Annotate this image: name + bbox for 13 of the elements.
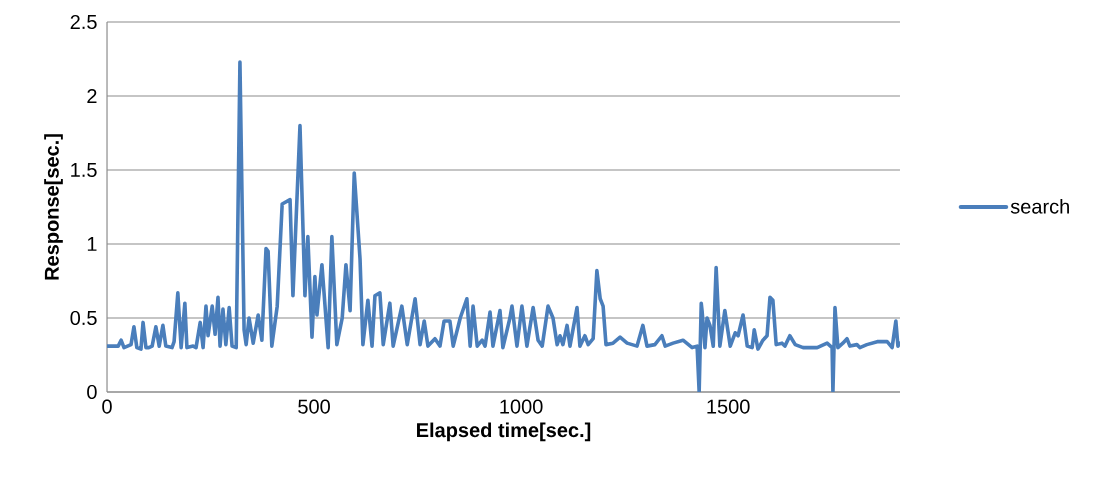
x-tick-label: 500	[298, 399, 330, 414]
y-tick-label: 1.5	[71, 163, 97, 177]
y-axis-title: Response[sec.]	[44, 134, 63, 280]
x-tick-label: 1500	[707, 399, 750, 414]
y-tick-label: 0	[87, 384, 97, 400]
x-axis-title: Elapsed time[sec.]	[417, 422, 591, 442]
y-tick-label: 2	[87, 89, 97, 103]
y-tick-label: 0.5	[70, 310, 97, 326]
y-tick-label: 2.5	[70, 14, 97, 30]
legend-label: search	[1010, 198, 1069, 214]
x-tick-label: 0	[102, 399, 112, 414]
x-tick-label: 1000	[500, 399, 543, 414]
y-tick-label: 1	[87, 237, 97, 251]
